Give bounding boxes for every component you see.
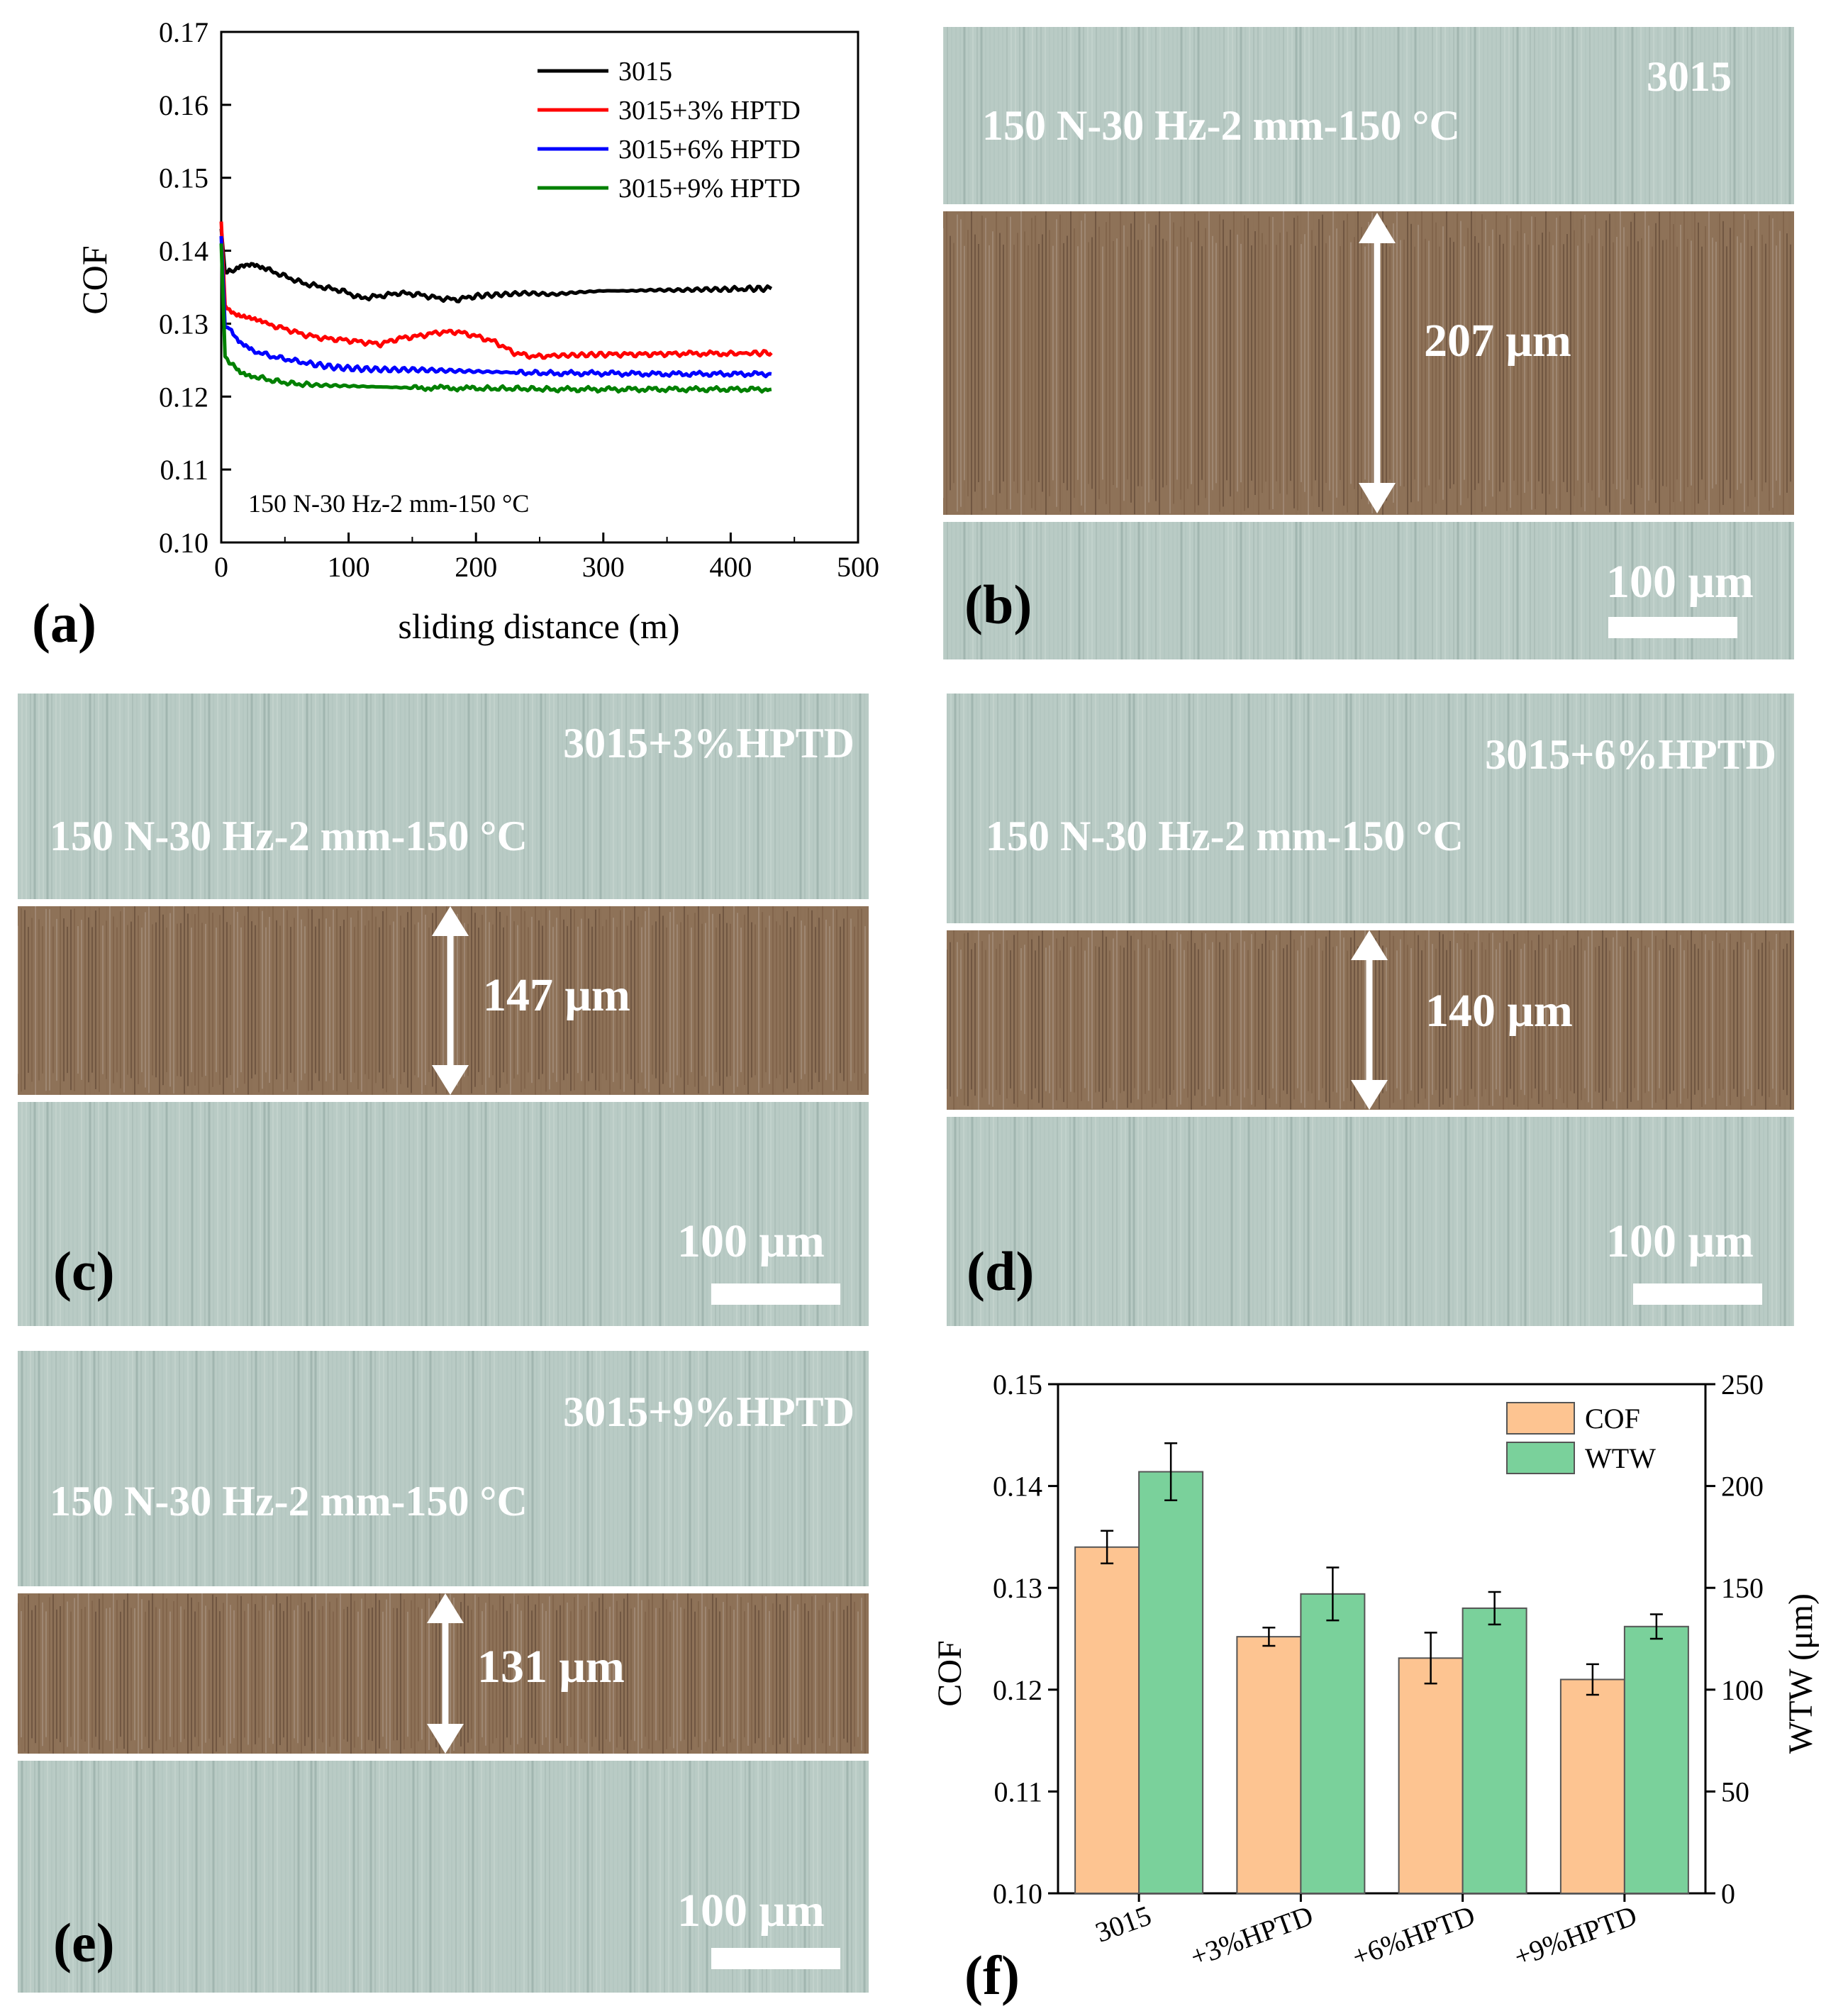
bar-wtw xyxy=(1462,1607,1527,1894)
micrograph-b-image xyxy=(943,27,1794,659)
series-line xyxy=(219,221,773,360)
micrograph-e-sample: 3015+9%HPTD xyxy=(563,1388,854,1435)
y-tick-label: 0.15 xyxy=(159,162,208,194)
y-tick-label: 0.17 xyxy=(159,16,208,48)
panel-label-f: (f) xyxy=(964,1944,1020,2006)
legend-label: 3015+9% HPTD xyxy=(618,174,801,204)
bar-wtw xyxy=(1623,1625,1689,1894)
y2-tick-label: 150 xyxy=(1721,1572,1764,1604)
panel-label-d: (d) xyxy=(967,1240,1035,1302)
micrograph-c-scale-label: 100 μm xyxy=(677,1215,825,1267)
legend-swatch xyxy=(1506,1442,1575,1474)
y-tick-label: 0.15 xyxy=(993,1369,1042,1400)
x-tick-label: +9%HPTD xyxy=(1510,1899,1641,1973)
y-tick-label: 0.12 xyxy=(993,1674,1042,1706)
x-tick-label: 400 xyxy=(709,551,752,583)
micrograph-e-scale-label: 100 μm xyxy=(677,1885,825,1937)
x-tick-label: +3%HPTD xyxy=(1186,1899,1318,1973)
y-tick-label: 0.14 xyxy=(993,1471,1042,1503)
micrograph-c-sample: 3015+3%HPTD xyxy=(563,720,854,767)
panel-label-c: (c) xyxy=(53,1240,115,1302)
micrograph-e-width-label: 131 μm xyxy=(477,1641,625,1693)
micrograph-e: 3015+9%HPTD 150 N-30 Hz-2 mm-150 °C 131 … xyxy=(18,1351,869,1993)
y-tick-label: 0.16 xyxy=(159,89,208,121)
chart-f-ylabel: COF xyxy=(931,1640,969,1706)
micrograph-e-condition: 150 N-30 Hz-2 mm-150 °C xyxy=(50,1478,528,1525)
y2-tick-label: 100 xyxy=(1721,1674,1764,1706)
micrograph-c: 3015+3%HPTD 150 N-30 Hz-2 mm-150 °C 147 … xyxy=(18,694,869,1326)
micrograph-c-image xyxy=(18,694,869,1326)
y-tick-label: 0.11 xyxy=(993,1776,1042,1808)
panel-label-e: (e) xyxy=(53,1912,115,1973)
series-line xyxy=(219,235,772,379)
micrograph-b-sample: 3015 xyxy=(1647,53,1732,100)
x-tick-label: 200 xyxy=(455,551,497,583)
chart-a-ylabel: COF xyxy=(74,245,114,314)
y2-tick-label: 200 xyxy=(1721,1471,1764,1503)
y-tick-label: 0.13 xyxy=(159,308,208,340)
y2-tick-label: 0 xyxy=(1721,1878,1735,1910)
micrograph-e-image xyxy=(18,1351,869,1993)
micrograph-b: 3015 150 N-30 Hz-2 mm-150 °C 207 μm 100 … xyxy=(943,27,1794,659)
x-tick-label: 300 xyxy=(582,551,625,583)
bar-cof xyxy=(1236,1636,1302,1894)
micrograph-c-width-label: 147 μm xyxy=(483,969,630,1021)
x-tick-label: 500 xyxy=(837,551,879,583)
x-tick-label: 100 xyxy=(328,551,370,583)
micrograph-c-condition: 150 N-30 Hz-2 mm-150 °C xyxy=(50,813,528,859)
y-tick-label: 0.12 xyxy=(159,381,208,413)
x-tick-label: +6%HPTD xyxy=(1348,1899,1479,1973)
y2-tick-label: 250 xyxy=(1721,1369,1764,1400)
y-tick-label: 0.13 xyxy=(993,1572,1042,1604)
legend-label: WTW xyxy=(1585,1442,1656,1474)
panel-label-a: (a) xyxy=(32,592,96,654)
plot-frame xyxy=(1057,1383,1707,1895)
y-tick-label: 0.10 xyxy=(993,1878,1042,1910)
legend-label: 3015+3% HPTD xyxy=(618,96,801,126)
y2-tick-label: 50 xyxy=(1721,1776,1749,1808)
bar-cof xyxy=(1074,1546,1140,1894)
y-tick-label: 0.11 xyxy=(160,454,208,486)
bar-cof xyxy=(1398,1657,1464,1894)
series-line xyxy=(219,243,772,394)
bar-cof xyxy=(1559,1678,1625,1894)
micrograph-b-scale-label: 100 μm xyxy=(1606,556,1754,608)
legend-label: COF xyxy=(1585,1403,1640,1435)
micrograph-d-scale-label: 100 μm xyxy=(1606,1215,1754,1267)
cof-line-chart: 0 100 200 300 400 500 0.10 0.11 0.12 0.13 0.14 0.15… xyxy=(32,16,879,654)
legend-label: 3015+6% HPTD xyxy=(618,135,801,165)
y-tick-label: 0.10 xyxy=(159,527,208,559)
cof-wtw-bar-chart: 0.10 0.11 0.12 0.13 0.14 0.15 0 50 100 150 200 250 3… xyxy=(931,1369,1820,2006)
x-tick-label: 3015 xyxy=(1091,1899,1156,1949)
chart-a-annotation: 150 N-30 Hz-2 mm-150 °C xyxy=(248,489,529,518)
y-tick-label: 0.14 xyxy=(159,235,208,267)
micrograph-d-condition: 150 N-30 Hz-2 mm-150 °C xyxy=(986,813,1464,859)
x-tick-label: 0 xyxy=(214,551,228,583)
bar-wtw xyxy=(1300,1593,1366,1894)
panel-f: 0.10 0.11 0.12 0.13 0.14 0.15 0 50 100 150 200 250 3… xyxy=(915,1347,1826,2012)
micrograph-d-width-label: 140 μm xyxy=(1425,985,1573,1037)
series-line xyxy=(219,228,773,303)
bar-wtw xyxy=(1138,1471,1204,1895)
micrograph-d-sample: 3015+6%HPTD xyxy=(1485,731,1776,778)
micrograph-b-width-label: 207 μm xyxy=(1424,315,1571,367)
legend-label: 3015 xyxy=(618,57,672,87)
chart-a-xlabel: sliding distance (m) xyxy=(398,606,679,646)
panel-a: 0 100 200 300 400 500 0.10 0.11 0.12 0.13 0.14 0.15… xyxy=(0,0,922,674)
panel-label-b: (b) xyxy=(964,574,1032,635)
legend-swatch xyxy=(1506,1402,1575,1435)
micrograph-d: 3015+6%HPTD 150 N-30 Hz-2 mm-150 °C 140 … xyxy=(947,694,1794,1326)
chart-f-y2label: WTW (μm) xyxy=(1782,1593,1820,1754)
micrograph-d-image xyxy=(947,694,1794,1326)
micrograph-b-condition: 150 N-30 Hz-2 mm-150 °C xyxy=(982,102,1460,149)
